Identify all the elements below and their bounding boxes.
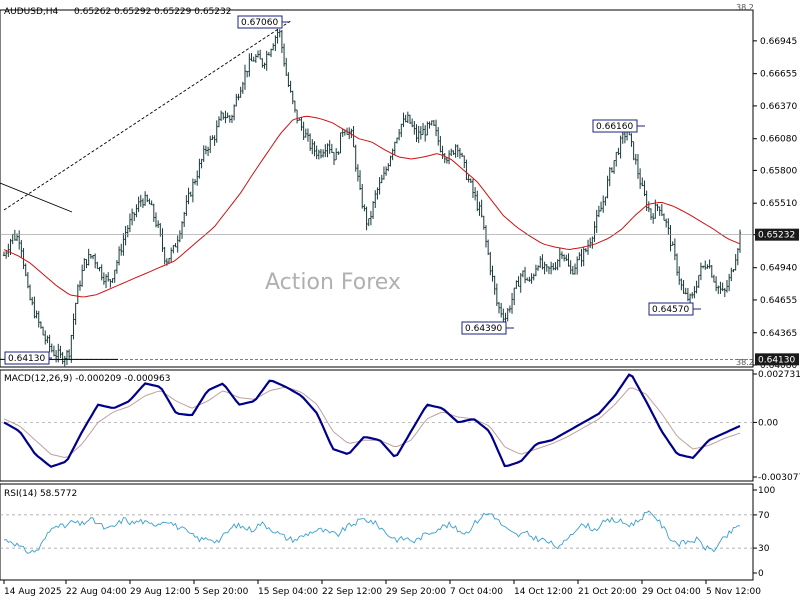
price-tick-label: 0.65800 (760, 166, 797, 176)
price-ma (3, 115, 741, 298)
price-tick-label: 0.64080 (760, 361, 797, 371)
price-tick-label: 0.66945 (760, 37, 797, 47)
level-label: 0.64130 (8, 354, 45, 364)
level-label: 0.64570 (652, 305, 689, 315)
level-label: 0.66160 (596, 122, 633, 132)
price-candles (2, 28, 742, 367)
macd-tick-label: -0.003077 (758, 473, 800, 483)
x-tick-label: 29 Sep 20:00 (386, 587, 446, 597)
current-price-label: 0.65232 (758, 231, 795, 241)
moving-average-line (3, 115, 741, 298)
x-axis: 14 Aug 2025 22 Aug 04:00 29 Aug 12:00 5 Sep… (3, 580, 761, 597)
x-tick-label: 29 Aug 12:00 (130, 587, 191, 597)
fib-label-top: 38.2 (736, 3, 754, 12)
rsi-tick-label: 30 (758, 544, 770, 554)
x-tick-label: 5 Sep 20:00 (194, 587, 249, 597)
rsi-tick-label: 100 (758, 486, 775, 496)
price-tick-label: 0.66655 (760, 70, 797, 80)
macd-title: MACD(12,26,9) -0.000209 -0.000963 (4, 374, 170, 384)
macd-lines (0, 373, 753, 468)
price-tick-label: 0.64940 (760, 264, 797, 274)
price-axis: 0.66945 0.66655 0.66370 0.66080 0.65800 0.655… (753, 37, 799, 371)
rsi-line (3, 510, 741, 554)
dashed-trendline (3, 19, 293, 211)
rsi-lines (0, 510, 753, 554)
rsi-title: RSI(14) 58.5772 (4, 489, 77, 499)
price-tick-label: 0.66080 (760, 135, 797, 145)
macd-line (3, 373, 741, 468)
price-annotations: 0.67060 0.66160 0.64390 0.64570 0.64130 (4, 15, 701, 365)
fib-label-bottom: 38.2 (736, 358, 754, 367)
level-label: 0.64390 (465, 324, 502, 334)
solid-trendline (0, 182, 73, 213)
rsi-tick-label: 0 (758, 569, 764, 579)
price-tick-label: 0.65510 (760, 199, 797, 209)
x-tick-label: 14 Oct 12:00 (514, 587, 573, 597)
macd-panel (0, 369, 754, 482)
macd-tick-label: 0.00 (758, 418, 778, 428)
x-tick-label: 29 Oct 04:00 (642, 587, 701, 597)
rsi-axis: 100 70 30 0 (753, 486, 775, 579)
price-lines (0, 19, 753, 360)
watermark: Action Forex (265, 270, 401, 295)
x-tick-label: 22 Aug 04:00 (66, 587, 127, 597)
x-tick-label: 7 Oct 04:00 (450, 587, 503, 597)
price-tick-label: 0.64655 (760, 296, 797, 306)
low-price-tag (755, 353, 799, 366)
x-tick-label: 14 Aug 2025 (4, 587, 62, 597)
price-tick-label: 0.66370 (760, 102, 797, 112)
ohlc-values: 0.65262 0.65292 0.65229 0.65232 (74, 7, 231, 17)
macd-signal-line (3, 386, 741, 458)
rsi-tick-label: 70 (758, 511, 770, 521)
x-tick-label: 5 Nov 12:00 (706, 587, 761, 597)
x-tick-label: 22 Sep 12:00 (322, 587, 382, 597)
macd-tick-label: 0.002731 (758, 370, 800, 380)
symbol-label: AUDUSD,H4 (4, 7, 59, 17)
low-price-label: 0.64130 (758, 355, 795, 365)
x-tick-label: 15 Sep 04:00 (258, 587, 318, 597)
level-label: 0.67060 (241, 18, 278, 28)
x-tick-label: 21 Oct 20:00 (578, 587, 637, 597)
price-panel (0, 9, 754, 368)
current-price-tag (755, 228, 799, 241)
price-tick-label: 0.64365 (760, 329, 797, 339)
macd-axis: 0.002731 0.00 -0.003077 (753, 370, 800, 483)
rsi-panel (0, 483, 754, 581)
